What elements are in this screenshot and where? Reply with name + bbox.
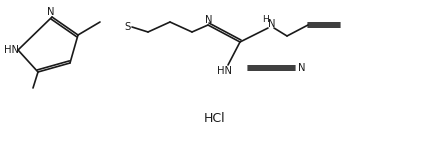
Text: H: H (262, 16, 269, 24)
Text: N: N (298, 63, 305, 73)
Text: S: S (125, 22, 131, 32)
Text: HN: HN (217, 66, 232, 76)
Text: N: N (205, 15, 212, 25)
Text: HN: HN (4, 45, 19, 55)
Text: N: N (47, 7, 55, 17)
Text: HCl: HCl (204, 111, 225, 124)
Text: N: N (267, 19, 275, 29)
